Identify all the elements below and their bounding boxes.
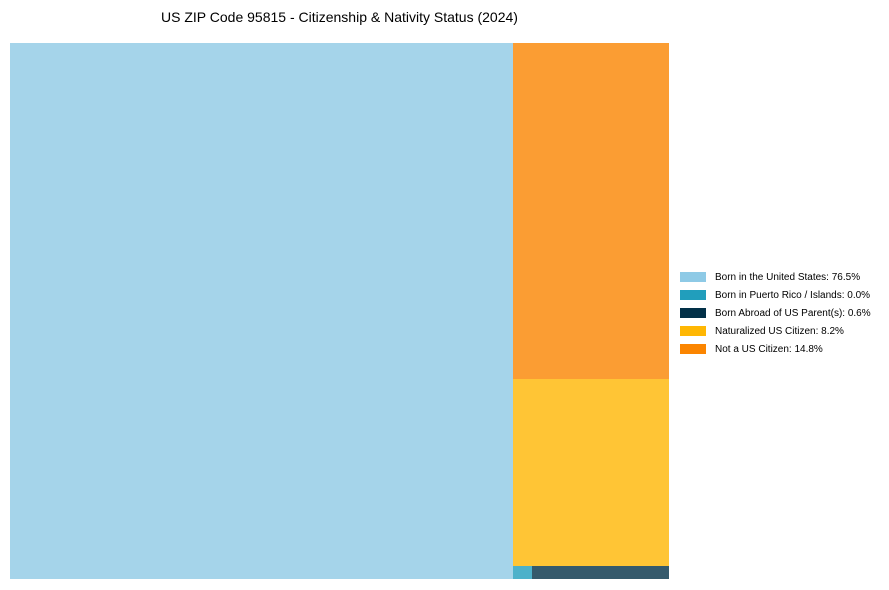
legend-item: Born in the United States: 76.5%	[680, 268, 871, 286]
tile-born-abroad	[532, 566, 669, 579]
legend-item: Born in Puerto Rico / Islands: 0.0%	[680, 286, 871, 304]
legend-swatch	[680, 290, 706, 300]
legend: Born in the United States: 76.5% Born in…	[680, 268, 871, 358]
legend-swatch	[680, 344, 706, 354]
tile-puerto-rico	[513, 566, 532, 579]
tile-naturalized	[513, 379, 669, 566]
legend-item: Born Abroad of US Parent(s): 0.6%	[680, 304, 871, 322]
legend-swatch	[680, 272, 706, 282]
legend-swatch	[680, 326, 706, 336]
chart-title: US ZIP Code 95815 - Citizenship & Nativi…	[161, 9, 518, 25]
legend-item: Naturalized US Citizen: 8.2%	[680, 322, 871, 340]
legend-swatch	[680, 308, 706, 318]
legend-item: Not a US Citizen: 14.8%	[680, 340, 871, 358]
tile-born-us	[10, 43, 513, 579]
tile-not-citizen	[513, 43, 669, 379]
